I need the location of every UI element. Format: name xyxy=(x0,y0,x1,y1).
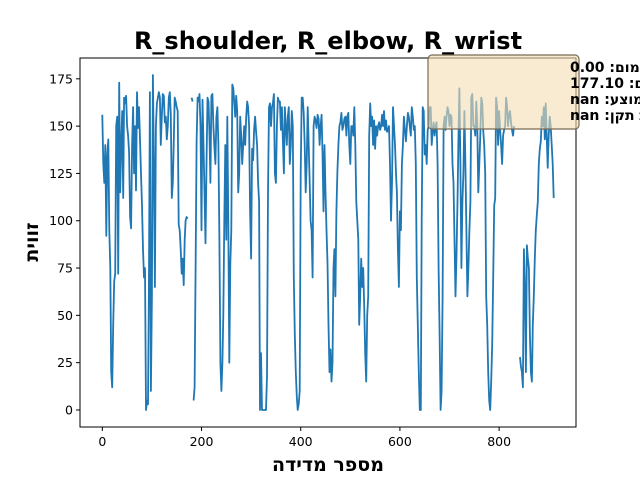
y-tick-label: 50 xyxy=(57,308,73,323)
x-axis-ticks: 0 200 400 600 800 xyxy=(98,427,511,449)
stats-line-min: מינימום: 0.00 xyxy=(570,60,640,76)
y-axis-label: זווית xyxy=(21,222,43,261)
series-line-segment xyxy=(519,102,555,389)
series-line-segment xyxy=(192,83,515,411)
y-tick-label: 125 xyxy=(49,166,73,181)
x-tick-label: 400 xyxy=(289,434,313,449)
stats-box: מינימום: 0.00 מקסימום: 177.10 ממוצע: nan… xyxy=(427,54,640,130)
y-axis-ticks: 0 25 50 75 100 125 150 175 xyxy=(49,71,80,417)
y-tick-label: 0 xyxy=(65,402,73,417)
stats-line-max: מקסימום: 177.10 xyxy=(570,76,640,92)
y-tick-label: 175 xyxy=(49,71,73,86)
x-tick-label: 0 xyxy=(98,434,106,449)
y-tick-label: 150 xyxy=(49,119,73,134)
x-tick-label: 800 xyxy=(487,434,511,449)
stats-box-background xyxy=(427,54,580,130)
plot-frame xyxy=(79,57,577,428)
chart-title: R_shoulder, R_elbow, R_wrist xyxy=(134,27,522,55)
series-layer xyxy=(101,74,555,411)
x-tick-label: 600 xyxy=(388,434,412,449)
x-axis-label: מספר מדידה xyxy=(272,454,384,476)
stats-line-mean: ממוצע: nan xyxy=(570,92,640,108)
y-tick-label: 75 xyxy=(57,261,73,276)
y-tick-label: 100 xyxy=(49,213,73,228)
x-tick-label: 200 xyxy=(190,434,214,449)
y-tick-label: 25 xyxy=(57,355,73,370)
series-line-segment xyxy=(190,97,194,102)
series-line-segment xyxy=(101,74,189,411)
stats-line-std: סטיית תקן: nan xyxy=(570,108,640,124)
